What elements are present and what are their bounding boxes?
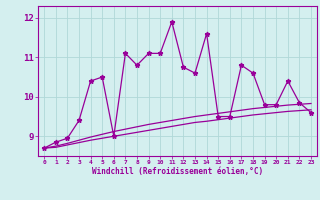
- X-axis label: Windchill (Refroidissement éolien,°C): Windchill (Refroidissement éolien,°C): [92, 167, 263, 176]
